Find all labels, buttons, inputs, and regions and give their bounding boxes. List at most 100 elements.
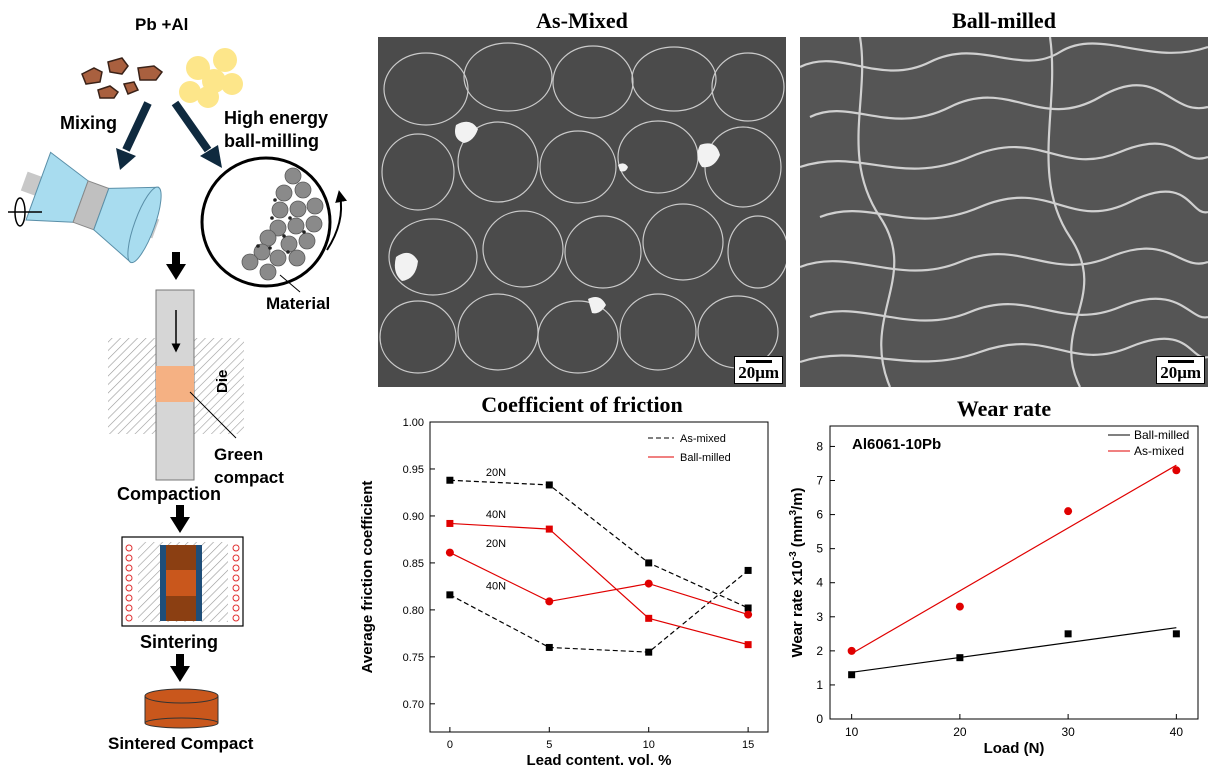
wear-y-tick-label: 4 xyxy=(816,576,823,590)
wear-data-point xyxy=(1064,507,1073,516)
wear-plot-frame xyxy=(829,425,1199,720)
friction-chart-svg: 0.70 0.75 0.80 0.85 0.90 0.95 1.00 0 5 10 15 Lead c… xyxy=(359,417,769,769)
process-diagram: Pb +Al Mixing High energy ball-milling M… xyxy=(0,0,360,765)
friction-x-tick-label: 0 xyxy=(447,739,453,751)
friction-data-point xyxy=(744,566,752,574)
friction-data-point xyxy=(645,614,653,622)
friction-data-point xyxy=(744,610,753,619)
friction-data-point xyxy=(545,643,553,651)
friction-chart: 0.70 0.75 0.80 0.85 0.90 0.95 1.00 0 5 10 15 Lead c… xyxy=(350,417,790,769)
friction-series-line xyxy=(449,479,749,609)
friction-series-load-label: 20N xyxy=(486,467,506,479)
friction-y-tick-label: 0.85 xyxy=(403,558,424,570)
friction-data-point xyxy=(446,591,454,599)
rotation-axis-icon xyxy=(8,197,42,227)
powders-label: Pb +Al xyxy=(135,15,189,34)
friction-y-tick-label: 0.80 xyxy=(403,605,424,617)
wear-data-point xyxy=(847,646,856,655)
ballmill-label-2: ball-milling xyxy=(224,131,320,151)
friction-series-line xyxy=(449,569,749,653)
as-mixed-micrograph: 20μm xyxy=(378,37,786,387)
aluminum-powder-icon xyxy=(179,48,243,108)
material-label: Material xyxy=(266,294,331,313)
friction-data-point xyxy=(645,559,653,567)
ball-milled-scale-bar: 20μm xyxy=(1156,356,1205,384)
as-mixed-scale-label: 20μm xyxy=(738,363,779,382)
friction-data-point xyxy=(545,597,554,606)
wear-legend-label: As-mixed xyxy=(1134,444,1184,458)
sintered-compact-label: Sintered Compact xyxy=(108,734,254,753)
friction-y-tick-label: 0.95 xyxy=(403,464,424,476)
friction-x-tick-label: 5 xyxy=(546,739,552,751)
ball-milled-scale-label: 20μm xyxy=(1160,363,1201,382)
wear-y-tick-label: 8 xyxy=(816,439,823,453)
friction-series-line xyxy=(449,522,749,646)
friction-y-tick-label: 1.00 xyxy=(403,418,424,429)
friction-data-point xyxy=(445,548,454,557)
process-diagram-svg xyxy=(8,48,348,729)
friction-legend-label: As-mixed xyxy=(680,433,726,445)
ballmill-label-1: High energy xyxy=(224,108,329,128)
wear-data-point xyxy=(1064,630,1072,638)
ball-milled-micrograph-image xyxy=(800,37,1208,387)
wear-x-tick-label: 40 xyxy=(1170,725,1184,739)
as-mixed-title: As-Mixed xyxy=(536,8,628,33)
wear-fit-line xyxy=(851,627,1177,673)
friction-x-tick-label: 15 xyxy=(742,739,754,751)
wear-data-point xyxy=(848,671,856,679)
sintering-furnace-icon xyxy=(121,536,244,627)
wear-data-point xyxy=(956,654,964,662)
sintering-label: Sintering xyxy=(140,632,219,652)
wear-y-axis-label: Wear rate x10-3 (mm3/m) xyxy=(788,487,806,657)
wear-annotation: Al6061-10Pb xyxy=(852,436,941,453)
friction-y-tick-label: 0.75 xyxy=(403,652,424,664)
wear-y-tick-label: 6 xyxy=(816,508,823,522)
compaction-label: Compaction xyxy=(117,484,222,504)
down-arrow-3 xyxy=(170,654,190,682)
friction-series-load-label: 20N xyxy=(486,538,506,550)
wear-x-tick-label: 30 xyxy=(1061,725,1075,739)
friction-y-tick-label: 0.70 xyxy=(403,699,424,711)
down-arrow-2 xyxy=(170,505,190,533)
mixing-label: Mixing xyxy=(60,113,117,133)
down-arrow-1 xyxy=(166,252,186,280)
ball-milled-micrograph: 20μm xyxy=(800,37,1208,387)
die-label: Die xyxy=(214,369,231,393)
split-arrows xyxy=(116,100,222,170)
wear-data-point xyxy=(955,602,964,611)
wear-legend-label: Ball-milled xyxy=(1134,428,1189,442)
friction-series-load-label: 40N xyxy=(486,509,506,521)
wear-fit-line xyxy=(851,464,1177,655)
wear-y-tick-label: 1 xyxy=(816,678,823,692)
compaction-die-icon xyxy=(108,289,244,481)
wear-y-tick-label: 3 xyxy=(816,610,823,624)
friction-data-point xyxy=(645,648,653,656)
friction-data-point xyxy=(644,579,653,588)
wear-x-tick-label: 10 xyxy=(845,725,859,739)
wear-y-tick-label: 2 xyxy=(816,644,823,658)
friction-data-point xyxy=(446,519,454,527)
wear-data-point xyxy=(1172,466,1181,475)
friction-data-point xyxy=(744,604,752,612)
friction-data-point xyxy=(545,525,553,533)
sintered-compact-icon xyxy=(144,688,219,729)
ball-mill-jar-icon xyxy=(200,156,348,293)
green-compact-label-1: Green xyxy=(214,445,264,464)
friction-title: Coefficient of friction xyxy=(481,392,683,417)
green-compact-label-2: compact xyxy=(214,468,284,487)
wear-chart-svg: 0 1 2 3 4 5 6 7 8 10 20 30 40 Load (N) Wear rate x10-3… xyxy=(788,425,1199,757)
ball-milled-title: Ball-milled xyxy=(952,8,1056,33)
wear-x-tick-label: 20 xyxy=(953,725,967,739)
friction-data-point xyxy=(744,641,752,649)
friction-legend-label: Ball-milled xyxy=(680,452,731,464)
friction-y-axis-label: Average friction coefficient xyxy=(359,481,376,674)
mixer-icon xyxy=(20,151,162,264)
wear-chart: 0 1 2 3 4 5 6 7 8 10 20 30 40 Load (N) Wear rate x10-3… xyxy=(780,418,1210,765)
as-mixed-scale-bar: 20μm xyxy=(734,356,783,384)
wear-title: Wear rate xyxy=(956,396,1052,421)
wear-y-tick-label: 5 xyxy=(816,542,823,556)
wear-data-point xyxy=(1172,630,1180,638)
wear-x-axis-label: Load (N) xyxy=(984,740,1045,757)
friction-x-tick-label: 10 xyxy=(643,739,655,751)
friction-series-line xyxy=(449,552,749,616)
